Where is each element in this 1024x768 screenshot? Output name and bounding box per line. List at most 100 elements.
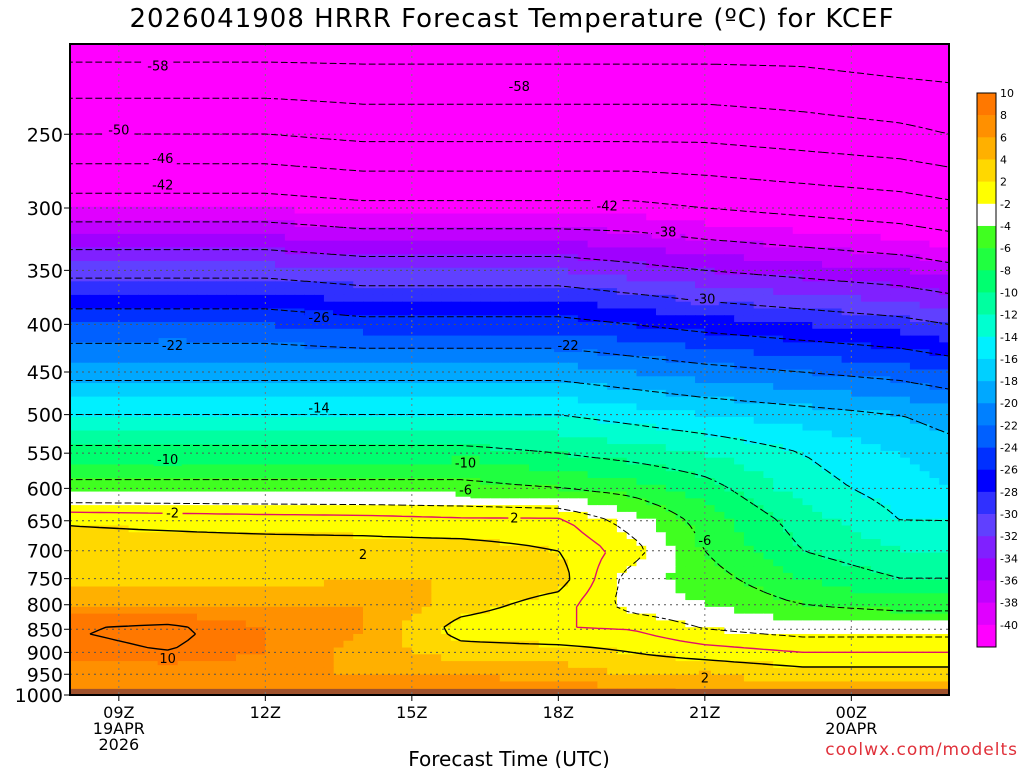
field-cell xyxy=(99,213,110,221)
field-cell xyxy=(646,383,657,391)
field-cell xyxy=(919,145,931,154)
field-cell xyxy=(372,376,384,384)
field-cell xyxy=(851,57,862,65)
field-cell xyxy=(577,77,589,86)
field-cell xyxy=(538,281,550,289)
field-cell xyxy=(695,111,706,120)
field-cell xyxy=(196,64,208,72)
field-cell xyxy=(363,288,374,296)
field-cell xyxy=(714,57,725,65)
field-cell xyxy=(929,179,940,188)
field-cell xyxy=(333,84,345,93)
field-cell xyxy=(382,213,393,221)
field-cell xyxy=(421,220,432,228)
field-cell xyxy=(314,193,325,201)
field-cell xyxy=(333,233,345,242)
field-cell xyxy=(499,132,511,140)
field-cell xyxy=(236,84,247,93)
field-cell xyxy=(333,227,345,235)
field-cell xyxy=(470,416,481,425)
field-cell xyxy=(421,335,432,343)
field-cell xyxy=(431,132,442,140)
field-cell xyxy=(939,44,949,52)
field-cell xyxy=(79,159,91,167)
field-cell xyxy=(841,376,852,384)
field-cell xyxy=(304,281,315,289)
field-cell xyxy=(714,44,725,52)
field-cell xyxy=(382,335,393,343)
field-cell xyxy=(294,301,305,310)
field-cell xyxy=(665,179,677,188)
field-cell xyxy=(538,389,550,398)
field-cell xyxy=(724,362,735,371)
field-cell xyxy=(265,362,276,371)
field-cell xyxy=(372,308,384,316)
field-cell xyxy=(529,315,540,323)
field-cell xyxy=(646,389,657,398)
field-cell xyxy=(372,206,384,215)
field-cell xyxy=(89,125,100,133)
field-cell xyxy=(822,227,833,235)
field-cell xyxy=(597,240,608,249)
field-cell xyxy=(421,410,432,418)
field-cell xyxy=(372,355,384,364)
field-cell xyxy=(656,125,667,133)
field-cell xyxy=(421,288,432,296)
field-cell xyxy=(499,193,511,201)
field-cell xyxy=(519,240,530,249)
field-cell xyxy=(411,98,423,106)
field-cell xyxy=(372,294,384,303)
field-cell xyxy=(177,71,188,79)
field-cell xyxy=(636,301,647,310)
field-cell xyxy=(841,77,852,86)
field-cell xyxy=(587,98,598,106)
field-cell xyxy=(489,105,501,113)
field-cell xyxy=(382,138,393,147)
field-cell xyxy=(392,308,403,316)
field-cell xyxy=(450,50,462,59)
field-cell xyxy=(363,206,374,215)
field-cell xyxy=(187,396,198,405)
field-cell xyxy=(529,71,540,79)
field-cell xyxy=(636,193,647,201)
field-cell xyxy=(275,138,286,147)
field-cell xyxy=(489,301,501,310)
field-cell xyxy=(909,138,921,147)
field-cell xyxy=(919,335,931,343)
field-cell xyxy=(851,362,862,371)
field-cell xyxy=(743,328,755,337)
field-cell xyxy=(392,383,403,391)
field-cell xyxy=(685,227,696,235)
field-cell xyxy=(577,44,589,52)
field-cell xyxy=(656,342,667,350)
field-cell xyxy=(685,152,696,160)
field-cell xyxy=(489,349,501,357)
field-cell xyxy=(353,335,364,343)
field-cell xyxy=(548,71,559,79)
field-cell xyxy=(138,281,149,289)
field-cell xyxy=(79,111,91,120)
field-cell xyxy=(792,355,804,364)
field-cell xyxy=(421,159,432,167)
field-cell xyxy=(353,50,364,59)
field-cell xyxy=(587,369,598,377)
field-cell xyxy=(675,322,686,330)
field-cell xyxy=(890,308,901,316)
field-cell xyxy=(157,294,169,303)
field-cell xyxy=(812,274,823,282)
field-cell xyxy=(929,369,940,377)
field-cell xyxy=(480,206,491,215)
field-cell xyxy=(470,328,481,337)
field-cell xyxy=(714,322,725,330)
field-cell xyxy=(226,294,237,303)
field-cell xyxy=(636,138,647,147)
field-cell xyxy=(343,213,354,221)
field-cell xyxy=(753,98,765,106)
field-cell xyxy=(841,240,852,249)
field-cell xyxy=(568,145,579,154)
field-cell xyxy=(724,220,735,228)
field-cell xyxy=(861,261,872,269)
field-cell xyxy=(294,98,305,106)
field-cell xyxy=(538,152,550,160)
field-cell xyxy=(646,369,657,377)
